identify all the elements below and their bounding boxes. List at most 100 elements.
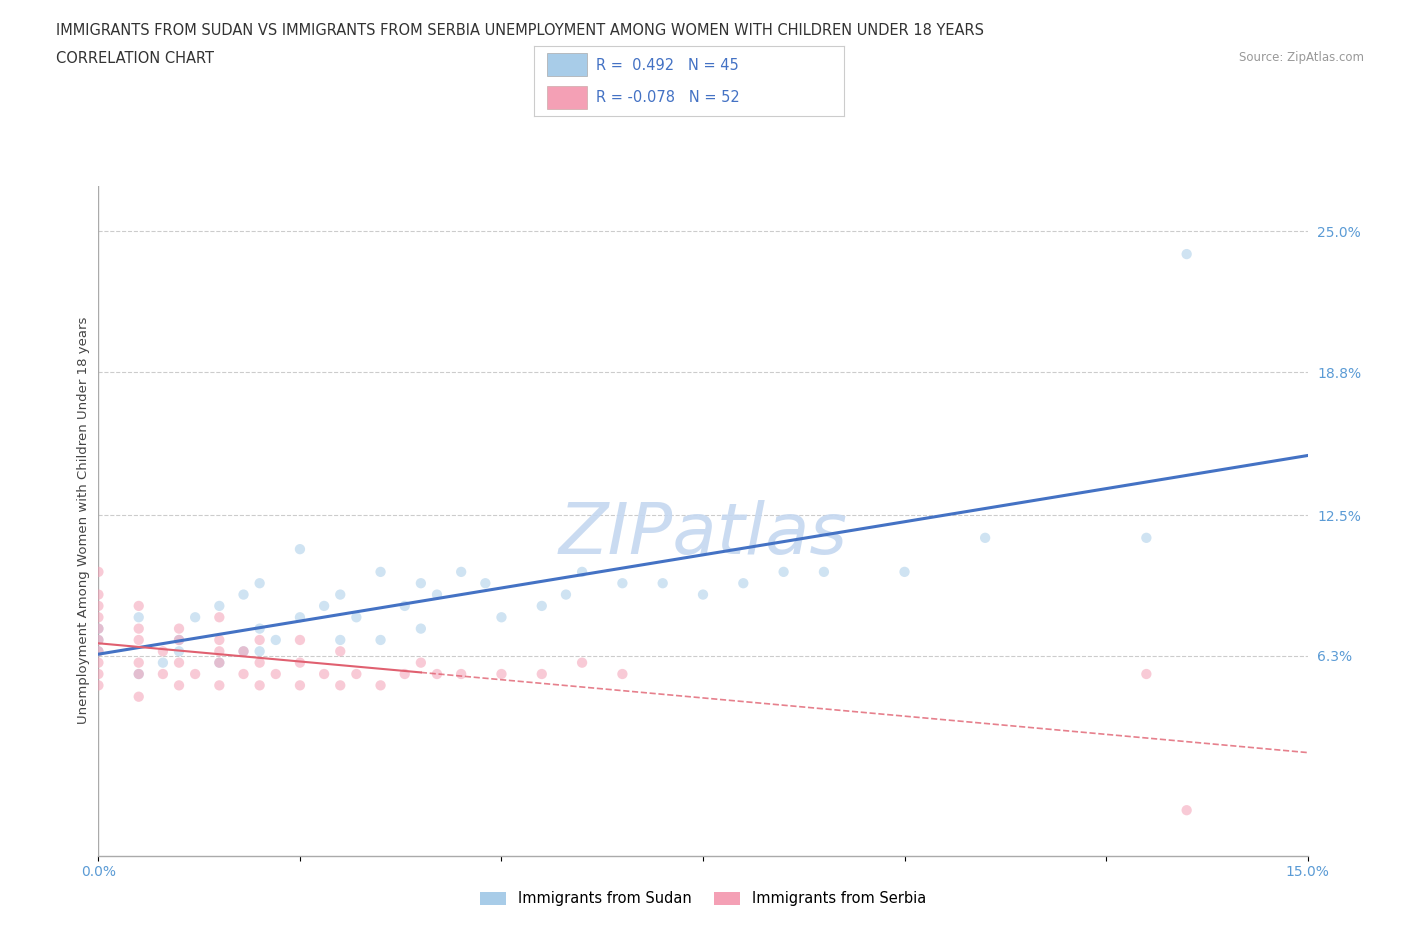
Point (450, 565, 472, 579)
Point (87, 621, 110, 636)
Point (1135, 667, 1157, 682)
Point (184, 610, 207, 625)
Point (733, 576, 755, 591)
Point (344, 610, 367, 625)
Point (370, 632, 392, 647)
Point (409, 621, 432, 636)
Point (167, 678, 190, 693)
Point (249, 678, 271, 693)
Point (128, 667, 150, 682)
Point (87, 667, 110, 682)
FancyBboxPatch shape (547, 86, 586, 110)
Point (1135, 530, 1157, 545)
FancyBboxPatch shape (547, 54, 586, 76)
Point (128, 689, 150, 704)
Point (208, 610, 231, 625)
Point (249, 632, 271, 647)
Point (491, 667, 513, 682)
Point (152, 656, 174, 671)
Point (232, 667, 254, 682)
Point (409, 656, 432, 671)
Point (370, 565, 392, 579)
Text: R = -0.078   N = 52: R = -0.078 N = 52 (596, 90, 740, 105)
Point (232, 644, 254, 658)
Point (772, 565, 794, 579)
Point (87, 587, 110, 602)
Text: ZIPatlas: ZIPatlas (558, 499, 848, 568)
Point (530, 599, 553, 614)
Point (651, 576, 673, 591)
Point (208, 656, 231, 671)
Point (184, 667, 207, 682)
Point (128, 667, 150, 682)
Y-axis label: Unemployment Among Women with Children Under 18 years: Unemployment Among Women with Children U… (77, 317, 90, 724)
Point (555, 587, 578, 602)
Point (152, 644, 174, 658)
Point (249, 621, 271, 636)
Point (612, 576, 634, 591)
Point (314, 667, 336, 682)
Point (329, 587, 352, 602)
Point (571, 565, 593, 579)
Point (288, 542, 311, 557)
Point (167, 621, 190, 636)
Point (974, 530, 997, 545)
Point (128, 656, 150, 671)
Point (426, 667, 449, 682)
Point (314, 599, 336, 614)
Text: Source: ZipAtlas.com: Source: ZipAtlas.com (1239, 51, 1364, 64)
Point (87, 632, 110, 647)
Point (370, 678, 392, 693)
Point (87, 565, 110, 579)
Point (288, 656, 311, 671)
Point (249, 644, 271, 658)
Point (128, 621, 150, 636)
Point (167, 632, 190, 647)
Legend: Immigrants from Sudan, Immigrants from Serbia: Immigrants from Sudan, Immigrants from S… (474, 885, 932, 912)
Point (128, 599, 150, 614)
Point (329, 644, 352, 658)
Point (409, 576, 432, 591)
Point (1175, 246, 1198, 261)
Text: R =  0.492   N = 45: R = 0.492 N = 45 (596, 58, 740, 73)
Point (232, 587, 254, 602)
Text: IMMIGRANTS FROM SUDAN VS IMMIGRANTS FROM SERBIA UNEMPLOYMENT AMONG WOMEN WITH CH: IMMIGRANTS FROM SUDAN VS IMMIGRANTS FROM… (56, 23, 984, 38)
Point (208, 599, 231, 614)
Point (167, 644, 190, 658)
Point (329, 678, 352, 693)
Point (87, 632, 110, 647)
Point (450, 667, 472, 682)
Point (491, 610, 513, 625)
Point (474, 576, 496, 591)
Point (87, 678, 110, 693)
Point (530, 667, 553, 682)
Point (208, 632, 231, 647)
Point (152, 667, 174, 682)
Text: CORRELATION CHART: CORRELATION CHART (56, 51, 214, 66)
Point (87, 656, 110, 671)
Point (208, 656, 231, 671)
Point (288, 610, 311, 625)
Point (426, 587, 449, 602)
Point (167, 632, 190, 647)
Point (128, 610, 150, 625)
Point (571, 656, 593, 671)
Point (87, 610, 110, 625)
Point (1175, 803, 1198, 817)
Point (87, 644, 110, 658)
Point (288, 632, 311, 647)
Point (167, 656, 190, 671)
Point (264, 632, 287, 647)
Point (893, 565, 915, 579)
Point (394, 667, 416, 682)
Point (344, 667, 367, 682)
Point (232, 644, 254, 658)
Point (208, 678, 231, 693)
Point (249, 576, 271, 591)
Point (208, 644, 231, 658)
Point (87, 644, 110, 658)
Point (128, 632, 150, 647)
Point (394, 599, 416, 614)
Point (249, 656, 271, 671)
Point (87, 621, 110, 636)
